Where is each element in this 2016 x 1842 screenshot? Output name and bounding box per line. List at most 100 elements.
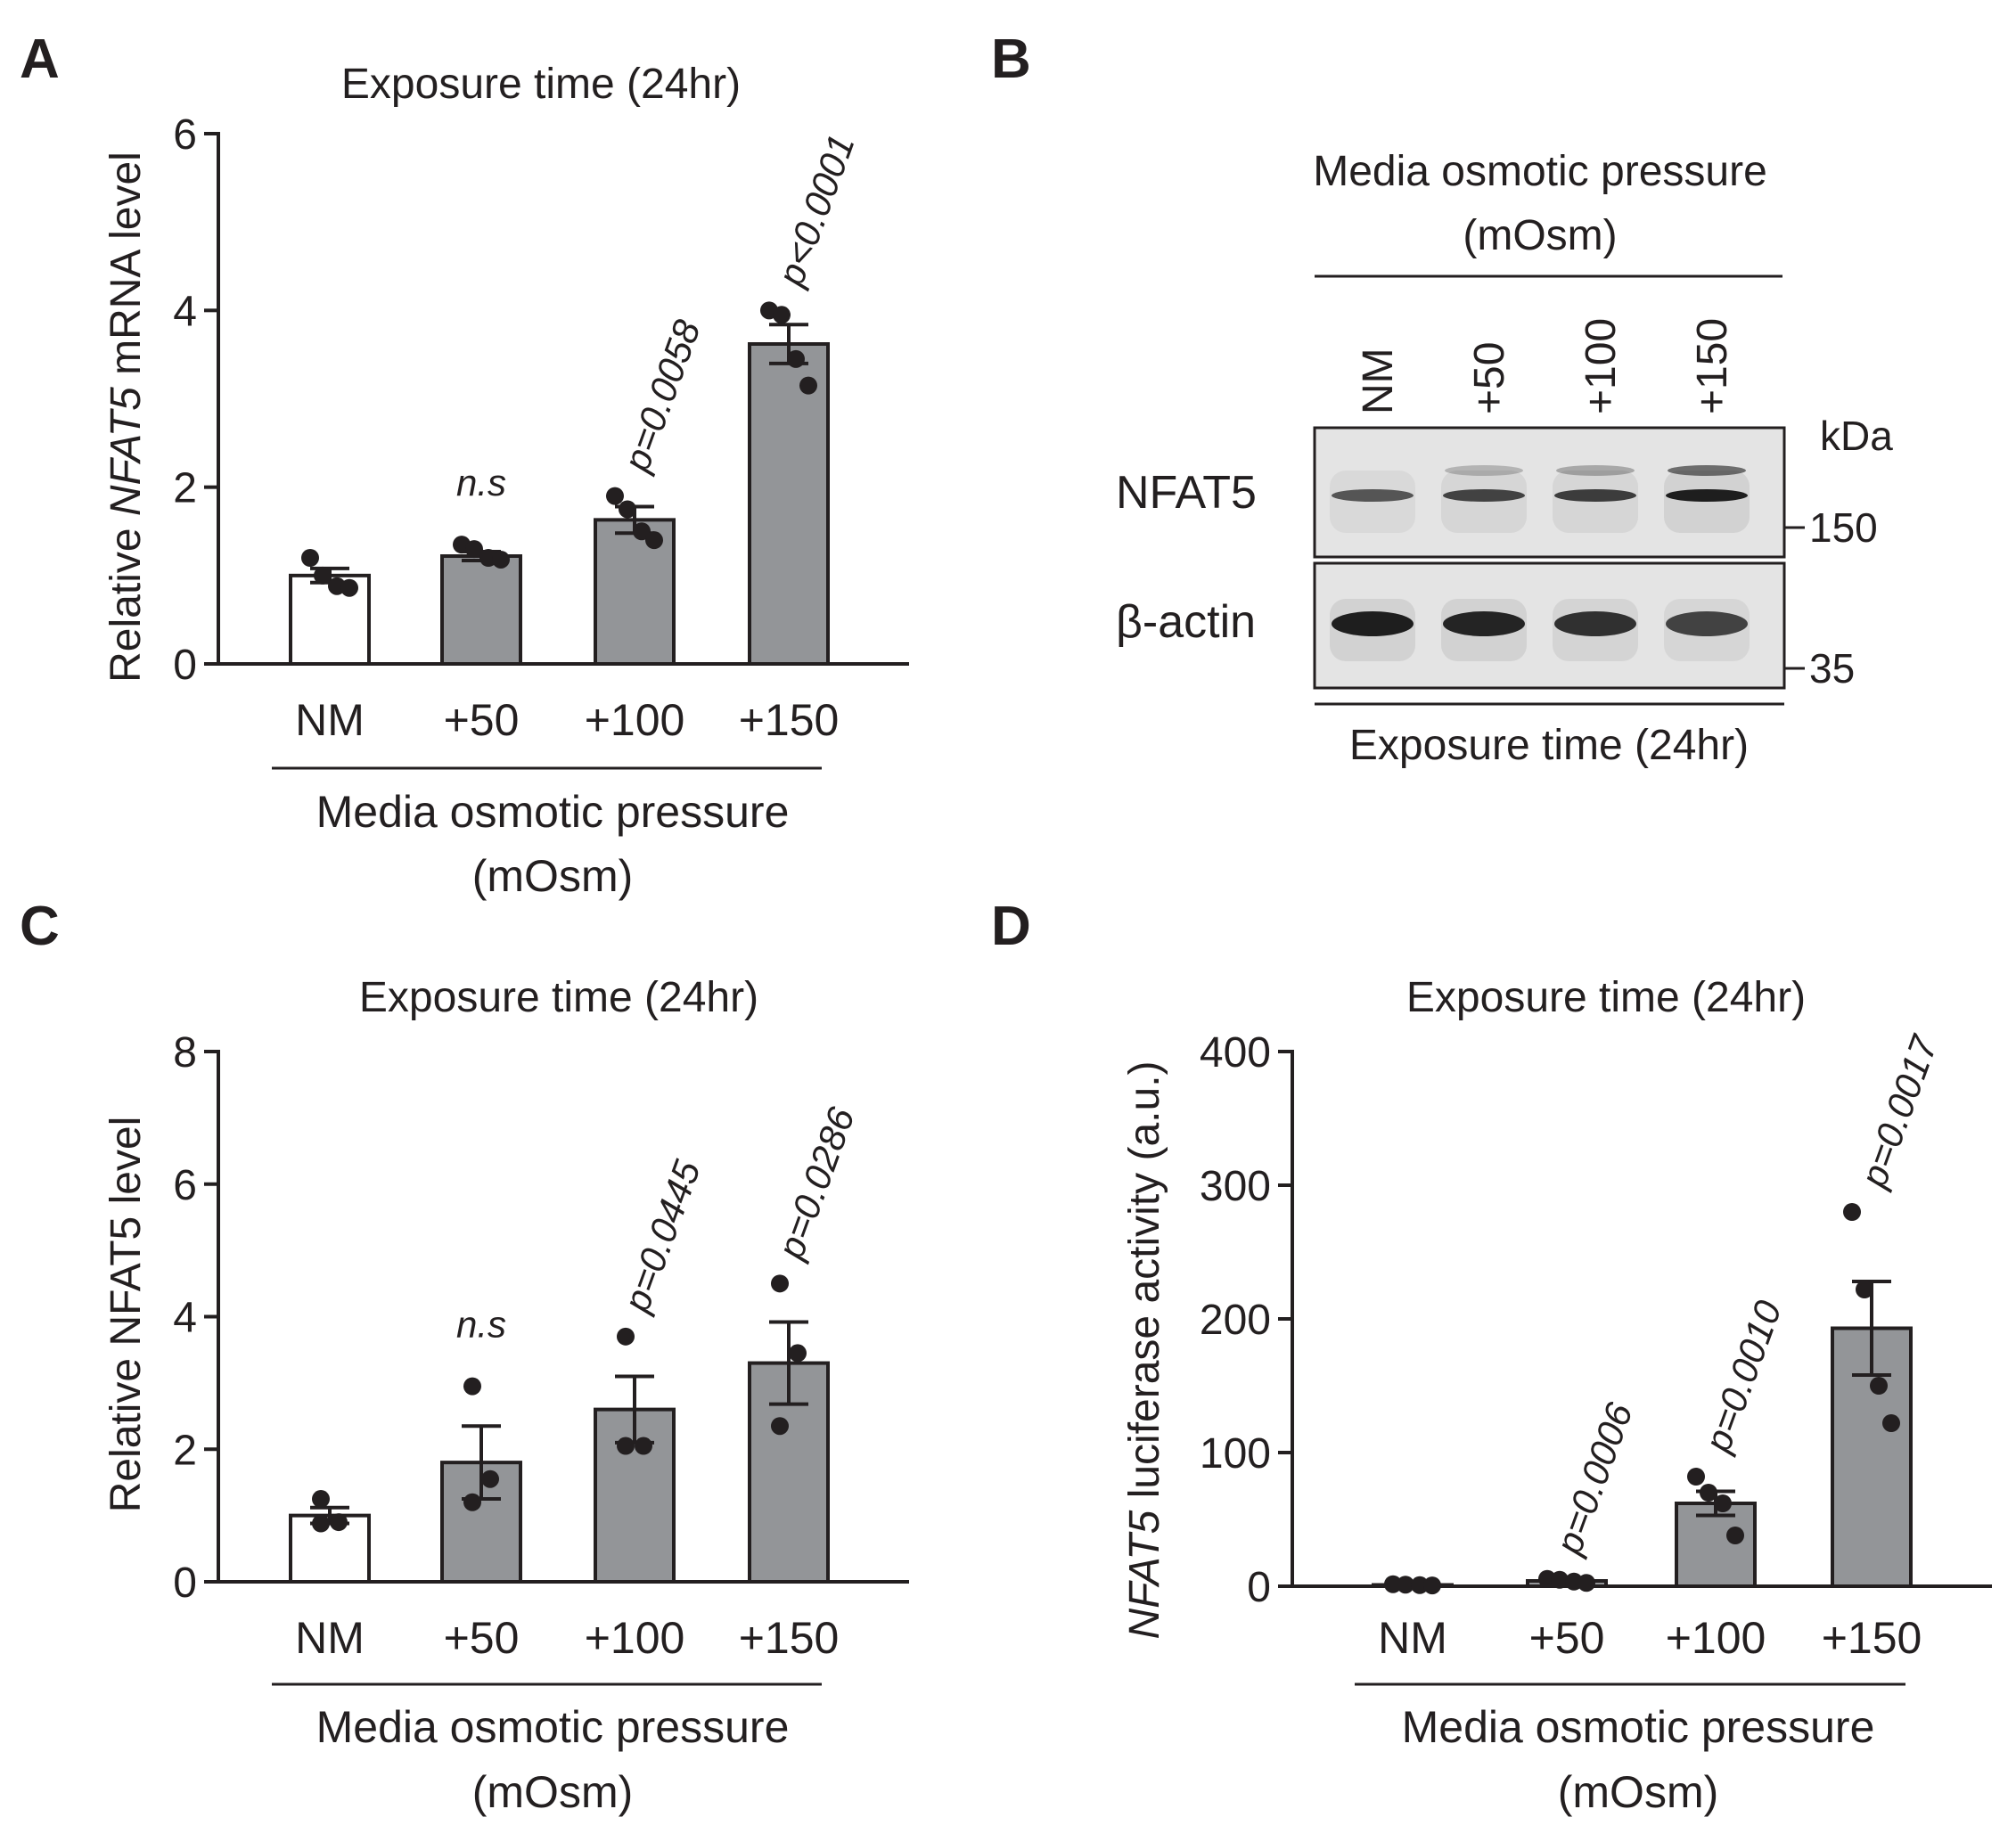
panel-d-category-labels: NM +50 +100 +150 <box>1378 1613 1922 1663</box>
y-tick-label: 0 <box>173 642 197 689</box>
blot-band <box>1443 489 1525 502</box>
category-label: +150 <box>1822 1613 1922 1663</box>
panel-letter-b: B <box>991 29 1031 90</box>
bar <box>748 1361 830 1584</box>
annotation-p-value: p=0.0286 <box>769 1101 863 1265</box>
blot-band <box>1666 489 1748 502</box>
data-point <box>1843 1203 1861 1221</box>
data-point <box>606 487 624 505</box>
panel-d-x-label-line1: Media osmotic pressure <box>1402 1702 1875 1752</box>
data-point <box>635 1437 652 1455</box>
data-point <box>1726 1527 1744 1544</box>
category-label: +100 <box>585 1613 685 1663</box>
panel-a-error-bars <box>310 323 808 585</box>
data-point <box>617 1437 635 1455</box>
annotation-p-value: p=0.0445 <box>615 1155 709 1319</box>
data-point <box>1870 1377 1888 1395</box>
panel-a-y-ticks: 0 2 4 6 <box>173 111 218 689</box>
blot-row-label-actin: β-actin <box>1116 596 1256 648</box>
data-point <box>1397 1576 1414 1594</box>
panel-c-points <box>312 1274 807 1533</box>
panel-c: C Exposure time (24hr) Relative NFAT5 le… <box>20 896 909 1817</box>
panel-c-category-labels: NM +50 +100 +150 <box>295 1613 839 1663</box>
annotation-p-value: p=0.0006 <box>1547 1396 1641 1560</box>
panel-letter-a: A <box>20 29 60 90</box>
y-tick-label: 0 <box>1247 1564 1271 1611</box>
blot-band-upper <box>1445 465 1523 476</box>
panel-c-y-ticks: 0 2 4 6 8 <box>173 1029 218 1607</box>
blot-band <box>1666 611 1748 636</box>
annotation-ns: n.s <box>456 462 506 503</box>
data-point <box>1411 1576 1429 1594</box>
panel-c-y-axis-label: Relative NFAT5 level <box>102 1117 150 1513</box>
blot-nfat5-bands <box>1330 465 1750 533</box>
panel-a-title: Exposure time (24hr) <box>341 61 741 108</box>
blot-footer: Exposure time (24hr) <box>1349 722 1749 769</box>
category-label: +150 <box>739 1613 840 1663</box>
data-point <box>465 540 483 559</box>
panel-a-x-label-line1: Media osmotic pressure <box>316 787 790 837</box>
panel-letter-d: D <box>991 896 1031 957</box>
y-tick-label: 6 <box>173 1162 197 1209</box>
y-tick-label: 200 <box>1200 1297 1271 1344</box>
data-point <box>771 1417 789 1436</box>
blot-marker-150: 150 <box>1809 504 1878 551</box>
blot-row-label-nfat5: NFAT5 <box>1116 467 1257 519</box>
panel-a-category-labels: NM +50 +100 +150 <box>295 695 839 745</box>
data-point <box>799 376 817 395</box>
category-label: NM <box>295 695 365 745</box>
bar <box>748 342 830 666</box>
data-point <box>1551 1570 1569 1589</box>
blot-lane-label: NM <box>1355 348 1402 414</box>
panel-a-x-label-line2: (mOsm) <box>472 851 634 901</box>
blot-lane-label: +100 <box>1578 318 1625 414</box>
data-point <box>645 531 663 550</box>
y-tick-label: 0 <box>173 1560 197 1607</box>
panel-d-x-label-line2: (mOsm) <box>1558 1767 1719 1817</box>
annotation-p-value: p<0.0001 <box>769 129 863 293</box>
blot-kda-unit: kDa <box>1820 413 1893 459</box>
annotation-ns: n.s <box>456 1304 506 1346</box>
panel-c-bars <box>289 1361 830 1584</box>
data-point <box>1384 1575 1402 1593</box>
data-point <box>312 1514 330 1533</box>
panel-c-error-bars <box>310 1320 808 1526</box>
data-point <box>1700 1484 1717 1502</box>
data-point <box>633 522 651 541</box>
panel-d: D Exposure time (24hr) NFAT5 luciferase … <box>991 896 1992 1817</box>
data-point <box>789 1344 807 1363</box>
blot-marker-35: 35 <box>1809 645 1855 692</box>
blot-band-upper <box>1668 465 1746 476</box>
data-point <box>1714 1494 1732 1512</box>
data-point <box>787 349 805 368</box>
blot-band <box>1332 489 1414 502</box>
panel-c-title: Exposure time (24hr) <box>359 974 758 1021</box>
panel-a-bars <box>289 342 830 666</box>
blot-band <box>1554 611 1636 636</box>
panel-d-error-bars <box>1393 1280 1891 1587</box>
data-point <box>773 306 791 324</box>
blot-band <box>1554 489 1636 502</box>
y-tick-label: 2 <box>173 1427 197 1474</box>
bar <box>1675 1502 1757 1588</box>
y-tick-label: 2 <box>173 465 197 512</box>
annotation-p-value: p=0.0017 <box>1852 1029 1946 1194</box>
blot-band-upper <box>1556 465 1635 476</box>
category-label: +100 <box>1666 1613 1766 1663</box>
panel-d-title: Exposure time (24hr) <box>1406 974 1806 1021</box>
data-point <box>1882 1414 1900 1432</box>
panel-c-annotations: n.s p=0.0445 p=0.0286 <box>456 1101 863 1346</box>
y-tick-label: 400 <box>1200 1029 1271 1077</box>
data-point <box>481 1470 499 1488</box>
data-point <box>330 1513 348 1532</box>
category-label: NM <box>295 1613 365 1663</box>
bar <box>289 1513 371 1584</box>
blot-actin-bands <box>1330 599 1750 661</box>
data-point <box>463 1377 481 1396</box>
blot-lane-label: +150 <box>1689 318 1736 414</box>
data-point <box>492 550 510 569</box>
panel-d-bars <box>1372 1326 1913 1588</box>
data-point <box>619 500 636 519</box>
